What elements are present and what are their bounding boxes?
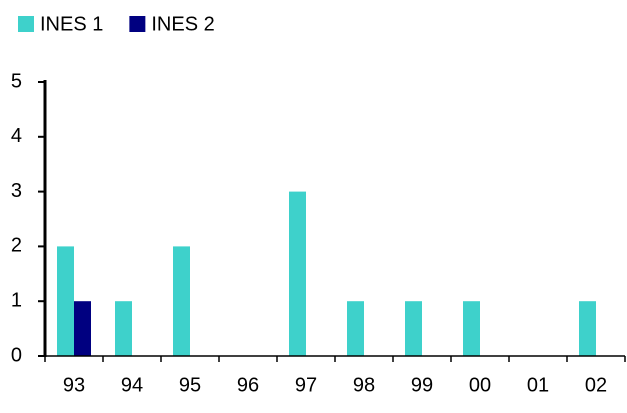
bar (289, 191, 306, 356)
x-tick-label: 01 (527, 374, 549, 396)
bar (173, 246, 190, 356)
y-tick-label: 2 (11, 235, 22, 257)
x-tick-label: 94 (121, 374, 143, 396)
y-tick-label: 1 (11, 289, 22, 311)
legend-label: INES 1 (40, 13, 103, 35)
x-tick-label: 99 (411, 374, 433, 396)
legend-label: INES 2 (151, 13, 214, 35)
bar (579, 301, 596, 356)
x-tick-label: 97 (295, 374, 317, 396)
x-tick-label: 96 (237, 374, 259, 396)
bar (405, 301, 422, 356)
x-tick-label: 95 (179, 374, 201, 396)
bar (74, 301, 91, 356)
x-tick-label: 98 (353, 374, 375, 396)
bar (463, 301, 480, 356)
y-tick-label: 0 (11, 344, 22, 366)
x-tick-label: 93 (63, 374, 85, 396)
x-tick-label: 02 (585, 374, 607, 396)
bar (347, 301, 364, 356)
y-tick-label: 3 (11, 180, 22, 202)
legend-swatch (18, 16, 34, 32)
y-tick-label: 5 (11, 70, 22, 92)
y-tick-label: 4 (11, 125, 22, 147)
bar (115, 301, 132, 356)
legend-swatch (129, 16, 146, 32)
bar (57, 246, 74, 356)
x-tick-label: 00 (469, 374, 491, 396)
